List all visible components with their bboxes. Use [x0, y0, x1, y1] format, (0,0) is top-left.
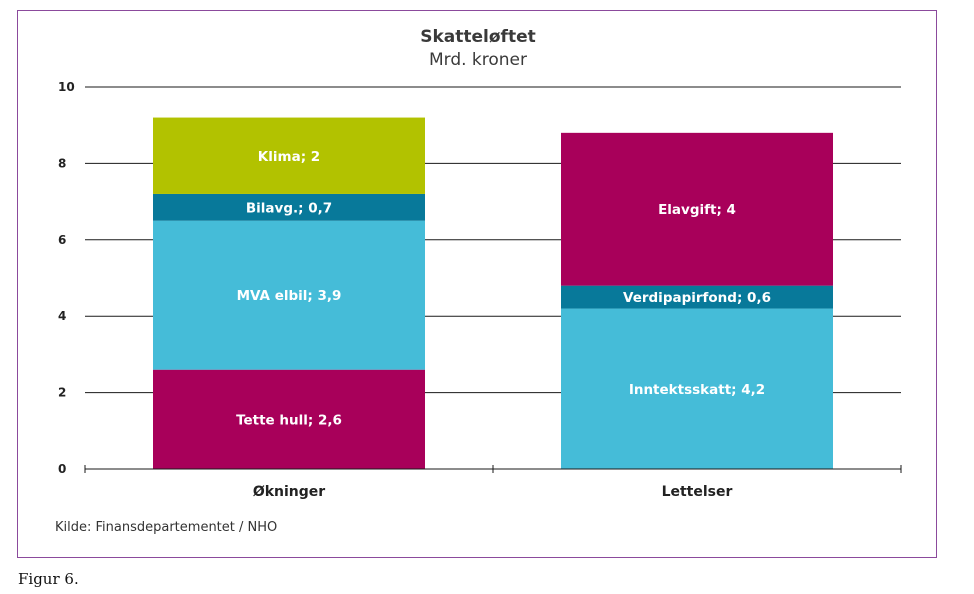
x-axis: [84, 465, 902, 473]
data-label: MVA elbil; 3,9: [237, 288, 342, 304]
bar-segment: [561, 132, 833, 286]
data-label: Elavgift; 4: [658, 202, 736, 218]
y-tick-label: 4: [58, 309, 66, 323]
chart-title: Skatteløftet: [420, 27, 536, 47]
y-tick-label: 2: [58, 386, 66, 400]
data-label: Bilavg.; 0,7: [246, 200, 332, 216]
data-label: Tette hull; 2,6: [236, 412, 342, 428]
bar-segment: [153, 220, 425, 370]
bar-segment: [153, 369, 425, 469]
chart-subtitle: Mrd. kroner: [429, 50, 527, 70]
data-label: Klima; 2: [258, 149, 320, 165]
y-tick-label: 10: [58, 80, 75, 94]
x-tick-label: Økninger: [253, 484, 325, 500]
y-tick-label: 8: [58, 156, 66, 170]
y-tick-label: 0: [58, 462, 66, 476]
source-note: Kilde: Finansdepartementet / NHO: [55, 520, 277, 535]
bar-segment: [153, 117, 425, 194]
bar-segment: [561, 308, 833, 469]
figure-caption: Figur 6.: [18, 570, 79, 588]
bar-segment: [561, 285, 833, 309]
chart: Skatteløftet Mrd. kroner 0 2 4 6 8 10 Tette h…: [55, 27, 902, 535]
y-tick-label: 6: [58, 233, 66, 247]
bar-segment: [153, 193, 425, 221]
data-label: Inntektsskatt; 4,2: [629, 382, 765, 398]
data-label: Verdipapirfond; 0,6: [623, 290, 771, 306]
x-tick-label: Lettelser: [662, 484, 733, 500]
chart-frame: Skatteløftet Mrd. kroner 0 2 4 6 8 10 Tette h…: [17, 10, 937, 558]
bars: Tette hull; 2,6 MVA elbil; 3,9 Bilavg.; 0,…: [153, 117, 833, 500]
